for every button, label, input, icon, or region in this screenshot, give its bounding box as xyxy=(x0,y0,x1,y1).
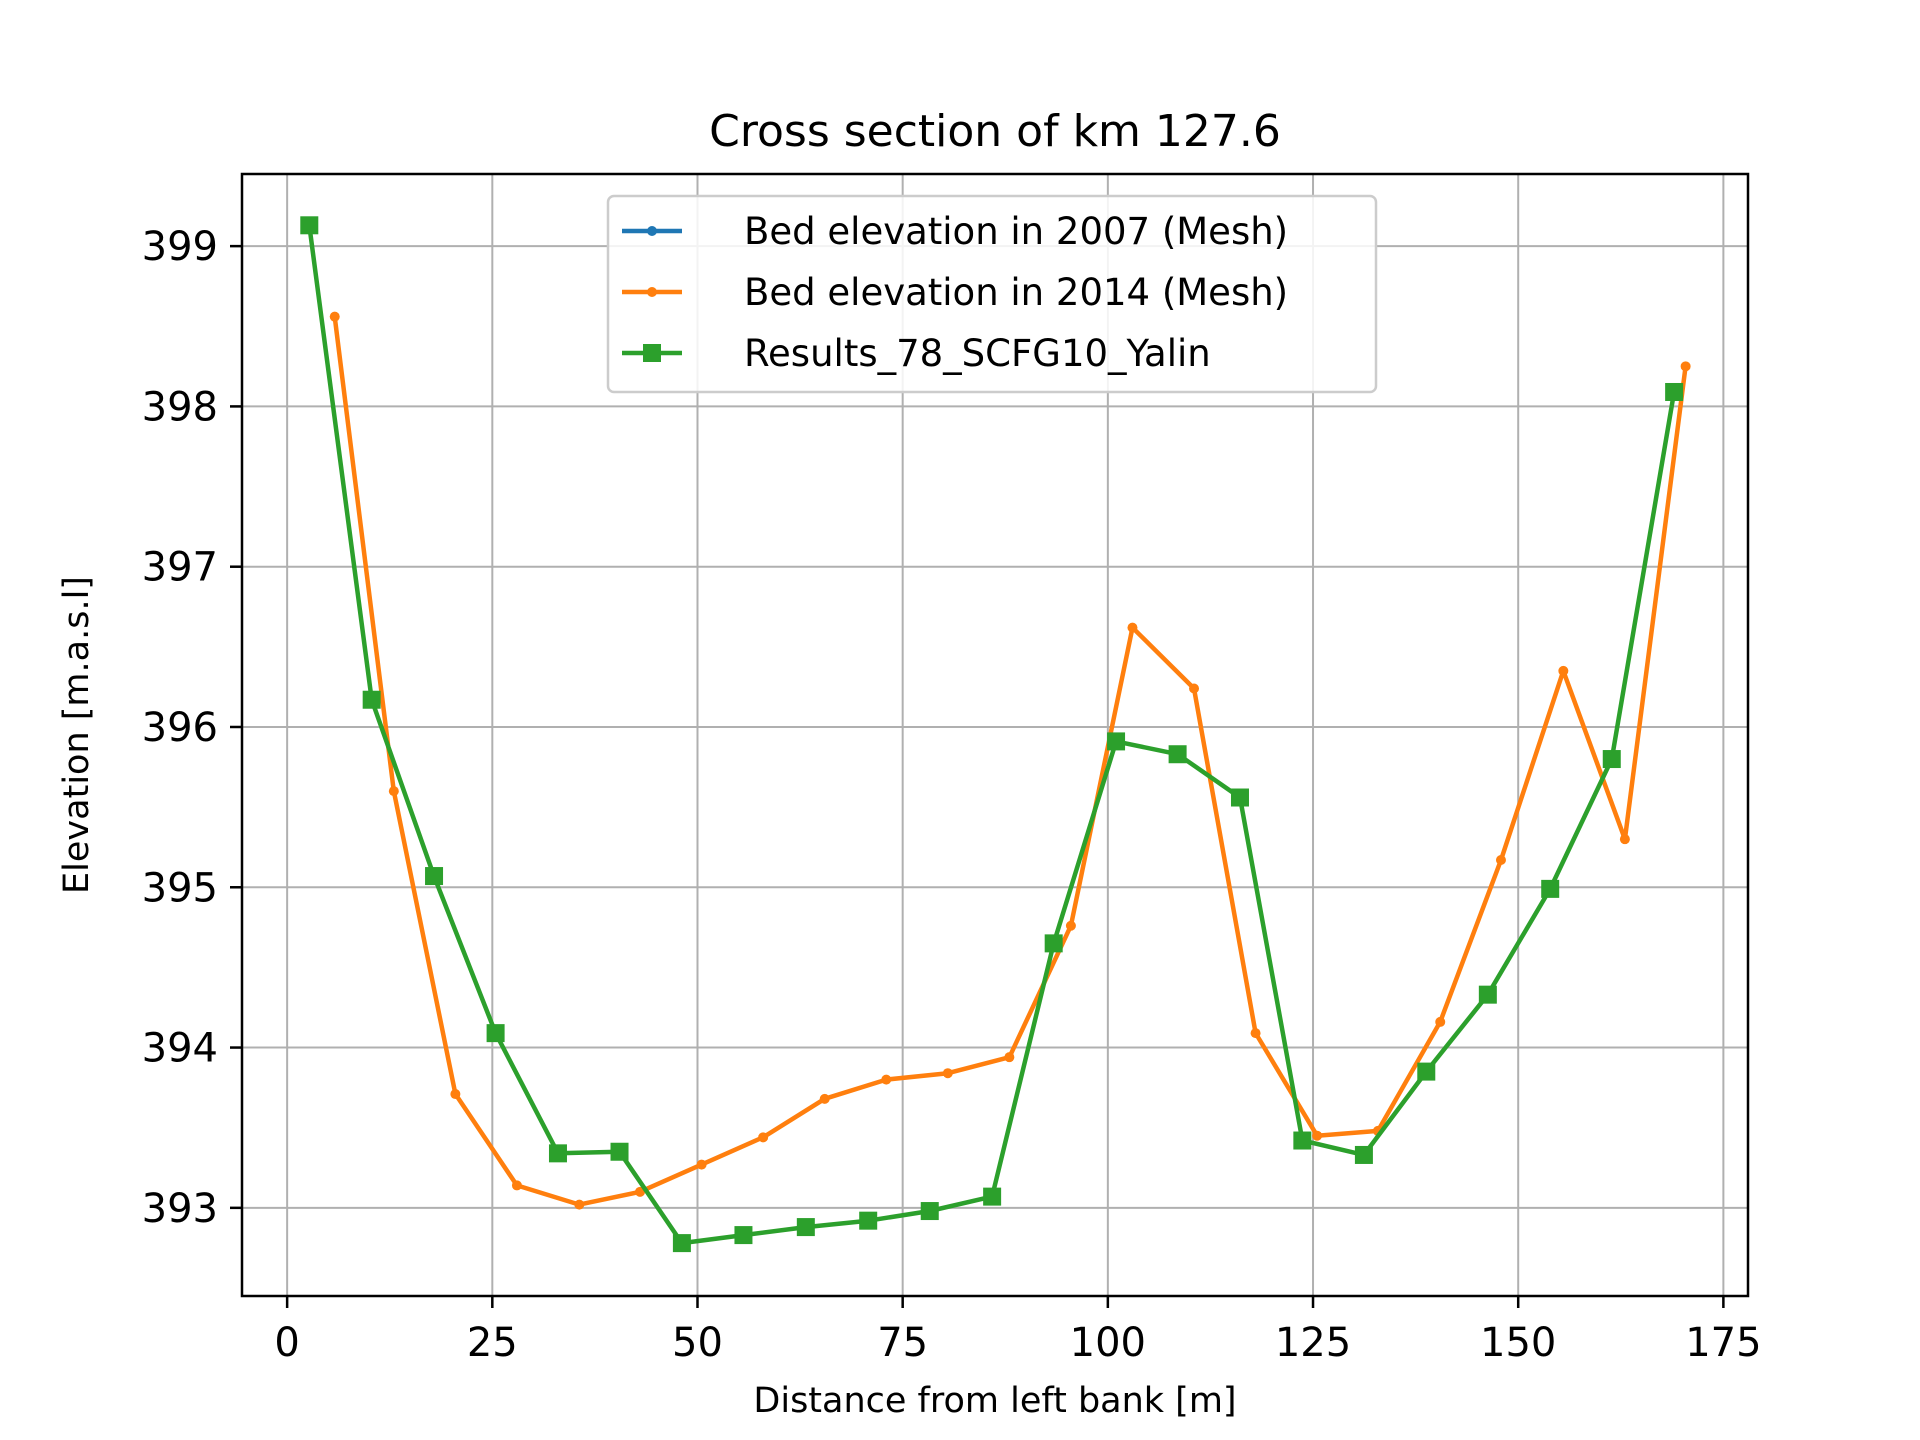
x-tick-label: 100 xyxy=(1070,1320,1146,1366)
y-tick-label: 397 xyxy=(142,545,218,591)
axis-ticks: 0 25 50 75 100 125 150 175 393 394 395 396 397 398 399 xyxy=(142,224,1762,1366)
data-point xyxy=(1558,665,1569,676)
data-point xyxy=(486,1024,505,1043)
x-tick-label: 150 xyxy=(1480,1320,1556,1366)
data-point xyxy=(942,1068,953,1079)
data-point xyxy=(881,1074,892,1085)
data-point xyxy=(1665,382,1684,401)
y-tick-label: 395 xyxy=(142,865,218,911)
plot-frame xyxy=(240,172,1750,1298)
y-axis-label: Elevation [m.a.s.l] xyxy=(57,576,97,894)
data-point xyxy=(1293,1131,1312,1150)
data-point xyxy=(1250,1028,1261,1039)
legend-item: Bed elevation in 2007 (Mesh) xyxy=(622,210,1288,253)
data-point xyxy=(1354,1145,1373,1164)
legend-box xyxy=(606,194,1378,394)
data-point xyxy=(920,1202,939,1221)
data-point xyxy=(574,1199,585,1210)
data-point xyxy=(388,786,399,797)
data-point xyxy=(1065,920,1076,931)
x-tick-label: 25 xyxy=(467,1320,518,1366)
data-point xyxy=(1680,361,1691,372)
data-point xyxy=(1230,788,1249,807)
data-point xyxy=(672,1234,691,1253)
series-3 xyxy=(300,216,1684,1253)
data-point xyxy=(696,1159,707,1170)
data-point xyxy=(450,1089,461,1100)
data-point xyxy=(819,1093,830,1104)
x-tick-label: 75 xyxy=(877,1320,928,1366)
data-point xyxy=(1435,1016,1446,1027)
data-point xyxy=(300,216,319,235)
y-tick-label: 399 xyxy=(142,224,218,270)
data-point xyxy=(329,311,340,322)
data-point xyxy=(1417,1062,1436,1081)
legend-item: Results_78_SCFG10_Yalin xyxy=(622,332,1211,375)
legend: Bed elevation in 2007 (Mesh) Bed elevatio… xyxy=(606,194,1378,394)
series-2 xyxy=(329,311,1691,1210)
data-point xyxy=(1478,985,1497,1004)
legend-label: Bed elevation in 2007 (Mesh) xyxy=(744,210,1288,253)
x-tick-label: 0 xyxy=(274,1320,299,1366)
data-point xyxy=(1127,622,1138,633)
y-tick-label: 398 xyxy=(142,384,218,430)
legend-swatch-marker xyxy=(643,344,661,362)
x-tick-label: 175 xyxy=(1685,1320,1761,1366)
legend-swatch-marker xyxy=(647,226,657,236)
data-point xyxy=(1004,1052,1015,1063)
plot-series xyxy=(300,216,1691,1253)
legend-label: Bed elevation in 2014 (Mesh) xyxy=(744,271,1288,314)
legend-item: Bed elevation in 2014 (Mesh) xyxy=(622,271,1288,314)
data-point xyxy=(548,1144,567,1163)
data-point xyxy=(796,1218,815,1237)
x-tick-label: 50 xyxy=(672,1320,723,1366)
data-point xyxy=(610,1142,629,1161)
data-point xyxy=(1107,732,1126,751)
y-tick-label: 394 xyxy=(142,1026,218,1072)
data-point xyxy=(983,1187,1002,1206)
legend-label: Results_78_SCFG10_Yalin xyxy=(744,332,1211,375)
data-point xyxy=(362,690,381,709)
x-tick-label: 125 xyxy=(1275,1320,1351,1366)
data-point xyxy=(734,1226,753,1245)
data-point xyxy=(1619,834,1630,845)
data-point xyxy=(758,1132,769,1143)
data-point xyxy=(1541,879,1560,898)
data-point xyxy=(1312,1130,1323,1141)
legend-swatch-marker xyxy=(647,287,657,297)
x-axis-label: Distance from left bank [m] xyxy=(753,1381,1236,1421)
data-point xyxy=(1189,683,1200,694)
data-point xyxy=(511,1180,522,1191)
y-tick-label: 396 xyxy=(142,705,218,751)
data-point xyxy=(1168,745,1187,764)
data-point xyxy=(1495,855,1506,866)
chart-title: Cross section of km 127.6 xyxy=(709,106,1281,157)
data-point xyxy=(1602,750,1621,769)
y-tick-label: 393 xyxy=(142,1186,218,1232)
data-point xyxy=(859,1211,878,1230)
data-point xyxy=(1044,934,1063,953)
data-point xyxy=(425,867,444,886)
series-line xyxy=(332,316,1688,1207)
legend-items: Bed elevation in 2007 (Mesh) Bed elevatio… xyxy=(622,210,1288,375)
